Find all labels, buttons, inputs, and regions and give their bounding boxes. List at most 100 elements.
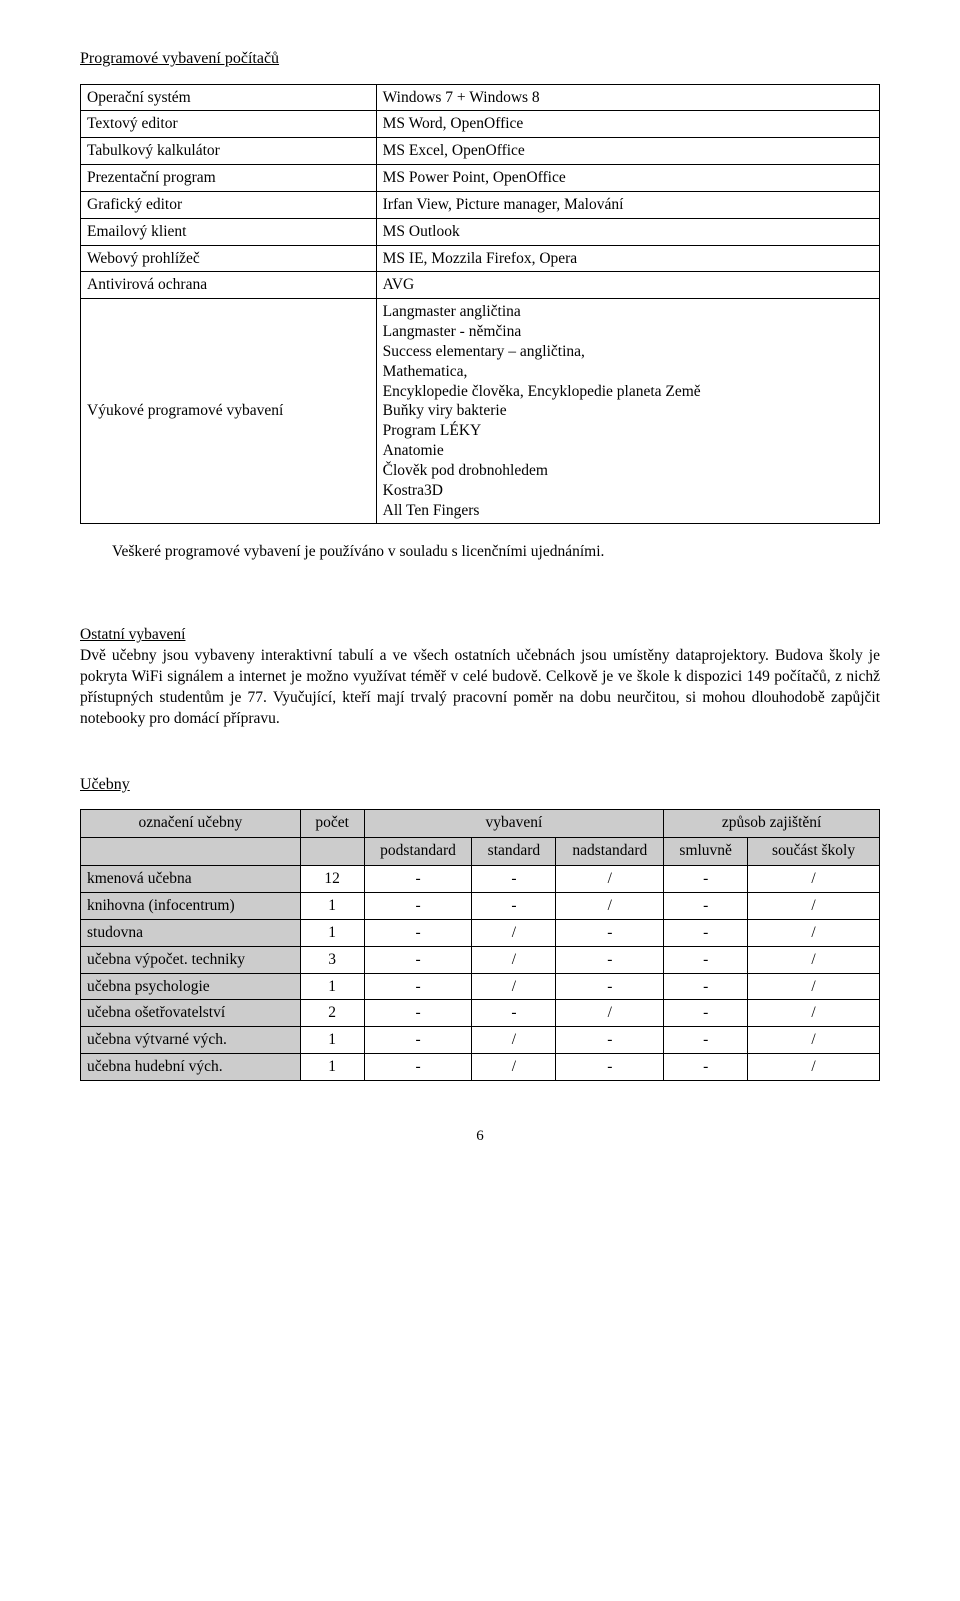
table-subheader-cell: nadstandard xyxy=(556,838,664,866)
cell-nadstandard: - xyxy=(556,946,664,973)
cell-smluvne: - xyxy=(664,893,748,920)
classroom-count: 1 xyxy=(300,973,364,1000)
cell-soucast-skoly: / xyxy=(748,893,880,920)
software-row: Operační systémWindows 7 + Windows 8 xyxy=(81,84,880,111)
cell-podstandard: - xyxy=(364,1054,472,1081)
classroom-count: 3 xyxy=(300,946,364,973)
cell-podstandard: - xyxy=(364,1027,472,1054)
cell-standard: / xyxy=(472,919,556,946)
section-title-software: Programové vybavení počítačů xyxy=(80,48,880,70)
table-row: učebna ošetřovatelství2--/-/ xyxy=(81,1000,880,1027)
cell-nadstandard: - xyxy=(556,1054,664,1081)
table-header-cell: vybavení xyxy=(364,810,664,838)
cell-smluvne: - xyxy=(664,1000,748,1027)
software-row: Antivirová ochranaAVG xyxy=(81,272,880,299)
software-row-value: Irfan View, Picture manager, Malování xyxy=(376,191,879,218)
table-row: učebna hudební vých.1-/--/ xyxy=(81,1054,880,1081)
classroom-count: 1 xyxy=(300,893,364,920)
classroom-name: kmenová učebna xyxy=(81,866,301,893)
cell-smluvne: - xyxy=(664,1054,748,1081)
software-table: Operační systémWindows 7 + Windows 8Text… xyxy=(80,84,880,525)
table-row: kmenová učebna12--/-/ xyxy=(81,866,880,893)
table-row: studovna1-/--/ xyxy=(81,919,880,946)
software-row-label: Výukové programové vybavení xyxy=(81,299,377,524)
cell-standard: - xyxy=(472,866,556,893)
cell-smluvne: - xyxy=(664,919,748,946)
cell-standard: / xyxy=(472,1054,556,1081)
cell-nadstandard: - xyxy=(556,1027,664,1054)
table-subheader-cell: smluvně xyxy=(664,838,748,866)
software-row-label: Textový editor xyxy=(81,111,377,138)
software-row-value: MS Word, OpenOffice xyxy=(376,111,879,138)
software-row: Prezentační programMS Power Point, OpenO… xyxy=(81,165,880,192)
classroom-name: učebna ošetřovatelství xyxy=(81,1000,301,1027)
cell-podstandard: - xyxy=(364,893,472,920)
classrooms-table: označení učebnypočetvybavenízpůsob zajiš… xyxy=(80,809,880,1080)
section-title-classrooms: Učebny xyxy=(80,774,880,796)
cell-nadstandard: / xyxy=(556,866,664,893)
cell-smluvne: - xyxy=(664,946,748,973)
classroom-name: učebna psychologie xyxy=(81,973,301,1000)
table-row: učebna psychologie1-/--/ xyxy=(81,973,880,1000)
cell-soucast-skoly: / xyxy=(748,1000,880,1027)
cell-podstandard: - xyxy=(364,919,472,946)
software-row-value: Windows 7 + Windows 8 xyxy=(376,84,879,111)
cell-podstandard: - xyxy=(364,946,472,973)
other-equipment-text: Dvě učebny jsou vybaveny interaktivní ta… xyxy=(80,647,880,727)
table-row: učebna výpočet. techniky3-/--/ xyxy=(81,946,880,973)
cell-podstandard: - xyxy=(364,1000,472,1027)
cell-soucast-skoly: / xyxy=(748,1054,880,1081)
classroom-count: 2 xyxy=(300,1000,364,1027)
cell-nadstandard: - xyxy=(556,919,664,946)
software-row-label: Tabulkový kalkulátor xyxy=(81,138,377,165)
classroom-count: 1 xyxy=(300,1027,364,1054)
table-subheader-row: podstandardstandardnadstandardsmluvněsou… xyxy=(81,838,880,866)
page-number: 6 xyxy=(80,1126,880,1146)
table-subheader-cell: součást školy xyxy=(748,838,880,866)
classroom-name: knihovna (infocentrum) xyxy=(81,893,301,920)
cell-soucast-skoly: / xyxy=(748,919,880,946)
software-row-value: AVG xyxy=(376,272,879,299)
table-header-row: označení učebnypočetvybavenízpůsob zajiš… xyxy=(81,810,880,838)
cell-soucast-skoly: / xyxy=(748,973,880,1000)
cell-podstandard: - xyxy=(364,866,472,893)
cell-standard: / xyxy=(472,973,556,1000)
table-row: učebna výtvarné vých.1-/--/ xyxy=(81,1027,880,1054)
license-paragraph: Veškeré programové vybavení je používáno… xyxy=(80,542,880,563)
cell-nadstandard: / xyxy=(556,1000,664,1027)
cell-standard: / xyxy=(472,946,556,973)
cell-soucast-skoly: / xyxy=(748,866,880,893)
other-equipment-paragraph: Ostatní vybavení Dvě učebny jsou vybaven… xyxy=(80,625,880,730)
cell-standard: - xyxy=(472,893,556,920)
software-row-label: Antivirová ochrana xyxy=(81,272,377,299)
cell-smluvne: - xyxy=(664,1027,748,1054)
table-subheader-cell: podstandard xyxy=(364,838,472,866)
classroom-count: 1 xyxy=(300,1054,364,1081)
table-header-empty xyxy=(300,838,364,866)
software-row: Grafický editorIrfan View, Picture manag… xyxy=(81,191,880,218)
software-row-value: MS IE, Mozzila Firefox, Opera xyxy=(376,245,879,272)
cell-podstandard: - xyxy=(364,973,472,1000)
cell-nadstandard: - xyxy=(556,973,664,1000)
software-row: Tabulkový kalkulátorMS Excel, OpenOffice xyxy=(81,138,880,165)
cell-soucast-skoly: / xyxy=(748,1027,880,1054)
table-header-cell: označení učebny xyxy=(81,810,301,838)
software-row-label: Operační systém xyxy=(81,84,377,111)
cell-standard: - xyxy=(472,1000,556,1027)
classroom-count: 1 xyxy=(300,919,364,946)
software-row-label: Prezentační program xyxy=(81,165,377,192)
cell-smluvne: - xyxy=(664,866,748,893)
table-header-cell: počet xyxy=(300,810,364,838)
cell-soucast-skoly: / xyxy=(748,946,880,973)
software-row-label: Webový prohlížeč xyxy=(81,245,377,272)
cell-smluvne: - xyxy=(664,973,748,1000)
software-row-value: MS Outlook xyxy=(376,218,879,245)
software-row: Webový prohlížečMS IE, Mozzila Firefox, … xyxy=(81,245,880,272)
software-row-label: Emailový klient xyxy=(81,218,377,245)
subheading-ostatni: Ostatní vybavení xyxy=(80,626,185,643)
classroom-name: studovna xyxy=(81,919,301,946)
cell-standard: / xyxy=(472,1027,556,1054)
software-row-value: MS Power Point, OpenOffice xyxy=(376,165,879,192)
table-header-empty xyxy=(81,838,301,866)
software-row: Textový editorMS Word, OpenOffice xyxy=(81,111,880,138)
